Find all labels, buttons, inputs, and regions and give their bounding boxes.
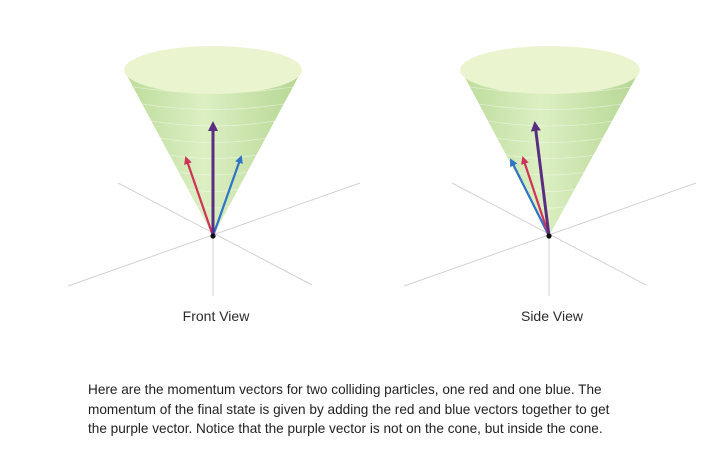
caption: Here are the momentum vectors for two co… (88, 380, 698, 439)
front-view-label: Front View (136, 308, 296, 324)
side-view-diagram (404, 46, 696, 296)
side-cone (460, 46, 640, 236)
side-origin-dot (546, 233, 551, 238)
caption-line: Here are the momentum vectors for two co… (88, 380, 698, 400)
caption-line: the purple vector. Notice that the purpl… (88, 419, 698, 439)
side-cone-top (460, 46, 640, 94)
caption-line: momentum of the final state is given by … (88, 400, 698, 420)
side-view-label: Side View (472, 308, 632, 324)
front-view-diagram (68, 46, 360, 296)
front-cone-top (124, 46, 302, 94)
front-origin-dot (210, 233, 215, 238)
